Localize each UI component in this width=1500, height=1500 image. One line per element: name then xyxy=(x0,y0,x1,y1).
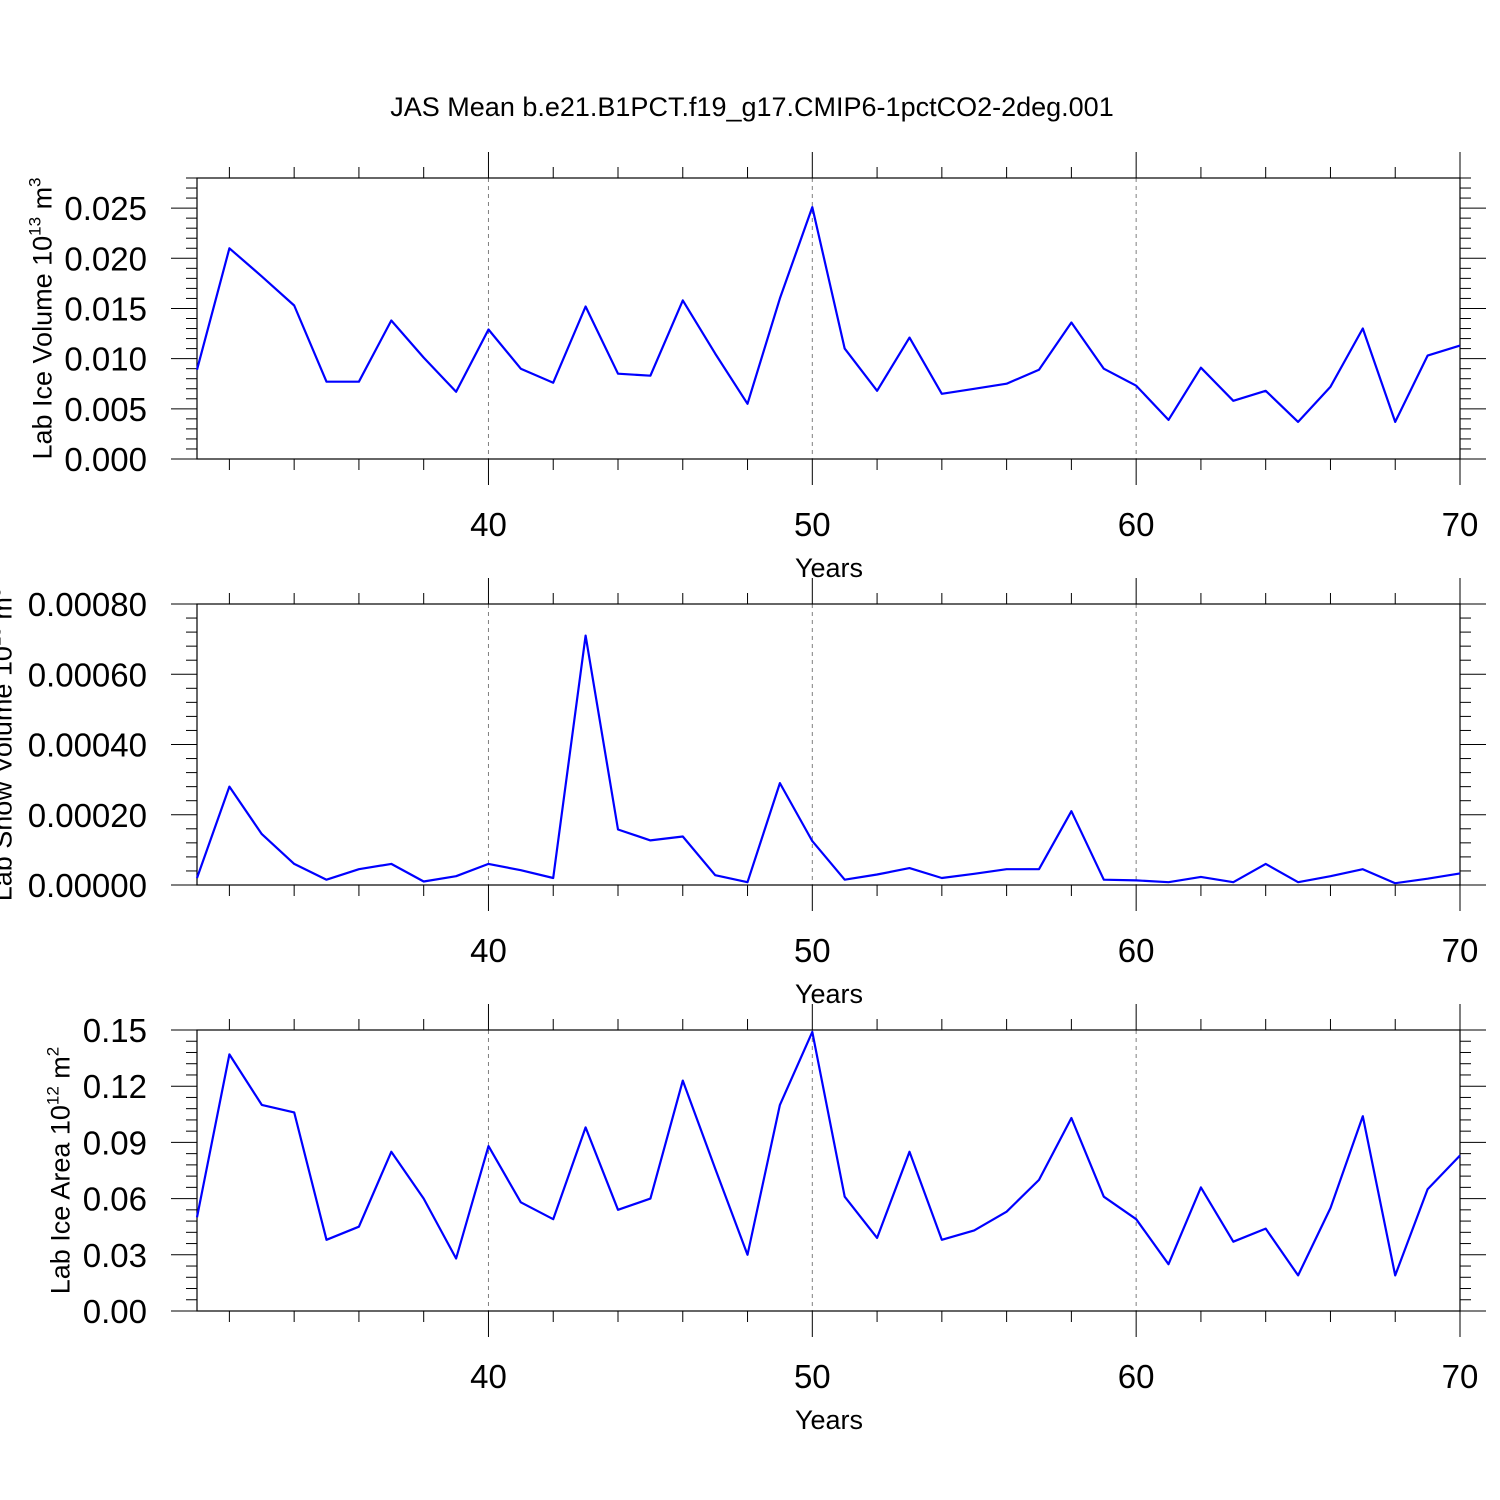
y-tick-label: 0.00060 xyxy=(28,656,147,693)
y-axis-label: Lab Snow Volume 1013 m3 xyxy=(0,588,17,902)
y-axis-label-exponent: 13 xyxy=(25,217,44,236)
chart-panel-3: 40 50 60 70 0.00 0.03 0.06 0.09 0.12 0.15 Years Lab… xyxy=(43,1004,1486,1435)
x-tick-label: 60 xyxy=(1118,1358,1155,1395)
x-axis-label: Years xyxy=(795,1405,863,1435)
x-tick-label: 70 xyxy=(1442,506,1479,543)
x-tick-label: 50 xyxy=(794,506,831,543)
y-axis-label-unit: m xyxy=(0,597,17,627)
series-line xyxy=(195,1030,1461,1277)
x-tick-label: 70 xyxy=(1442,932,1479,969)
x-tick-label: 60 xyxy=(1118,506,1155,543)
plot-frame xyxy=(196,177,1461,460)
y-axis-label-text: Lab Snow Volume 10 xyxy=(0,646,17,901)
x-tick-label: 60 xyxy=(1118,932,1155,969)
plot-frame xyxy=(196,603,1461,886)
y-tick-label: 0.025 xyxy=(64,190,147,227)
y-tick-label: 0.15 xyxy=(83,1012,147,1049)
x-tick-label: 40 xyxy=(470,1358,507,1395)
y-axis-label-unit: m xyxy=(45,1056,75,1086)
x-tick-label: 40 xyxy=(470,506,507,543)
chart-panel-1: 40 50 60 70 0.000 0.005 0.010 0.015 0.020 0.025 Ye… xyxy=(25,152,1486,583)
y-tick-label: 0.020 xyxy=(64,240,147,277)
y-axis-label-exponent: 12 xyxy=(43,1086,62,1105)
y-tick-label: 0.010 xyxy=(64,341,147,378)
x-tick-label: 50 xyxy=(794,932,831,969)
figure-title: JAS Mean b.e21.B1PCT.f19_g17.CMIP6-1pctC… xyxy=(390,92,1113,122)
y-axis-label-exponent: 13 xyxy=(0,627,4,646)
y-tick-label: 0.00 xyxy=(83,1293,147,1330)
y-axis-label-unit: m xyxy=(27,187,57,217)
y-tick-label: 0.000 xyxy=(64,441,147,478)
y-tick-label: 0.005 xyxy=(64,391,147,428)
chart-panel-2: 40 50 60 70 0.00000 0.00020 0.00040 0.00060 0.00… xyxy=(0,578,1486,1009)
y-tick-label: 0.00080 xyxy=(28,586,147,623)
y-axis-label-unit-exponent: 2 xyxy=(43,1047,62,1056)
y-axis-label-unit-exponent: 3 xyxy=(25,177,44,186)
series-line xyxy=(195,634,1461,885)
y-tick-label: 0.00040 xyxy=(28,727,147,764)
y-tick-label: 0.03 xyxy=(83,1237,147,1274)
x-axis-label: Years xyxy=(795,979,863,1009)
y-axis-label: Lab Ice Area 1012 m2 xyxy=(43,1047,75,1295)
y-tick-label: 0.09 xyxy=(83,1124,147,1161)
y-tick-label: 0.00000 xyxy=(28,867,147,904)
y-tick-label: 0.015 xyxy=(64,290,147,327)
y-axis-label-text: Lab Ice Area 10 xyxy=(45,1105,75,1294)
y-axis-label-text: Lab Ice Volume 10 xyxy=(27,236,57,460)
x-tick-label: 40 xyxy=(470,932,507,969)
panels: 40 50 60 70 0.000 0.005 0.010 0.015 0.020 0.025 Ye… xyxy=(0,152,1486,1435)
series-line xyxy=(195,206,1461,423)
y-axis-label-unit-exponent: 3 xyxy=(0,588,4,597)
y-tick-label: 0.06 xyxy=(83,1181,147,1218)
y-tick-label: 0.12 xyxy=(83,1068,147,1105)
x-tick-label: 50 xyxy=(794,1358,831,1395)
x-axis-label: Years xyxy=(795,553,863,583)
y-axis-label: Lab Ice Volume 1013 m3 xyxy=(25,177,57,459)
plot-frame xyxy=(196,1029,1461,1312)
y-tick-label: 0.00020 xyxy=(28,797,147,834)
x-tick-label: 70 xyxy=(1442,1358,1479,1395)
